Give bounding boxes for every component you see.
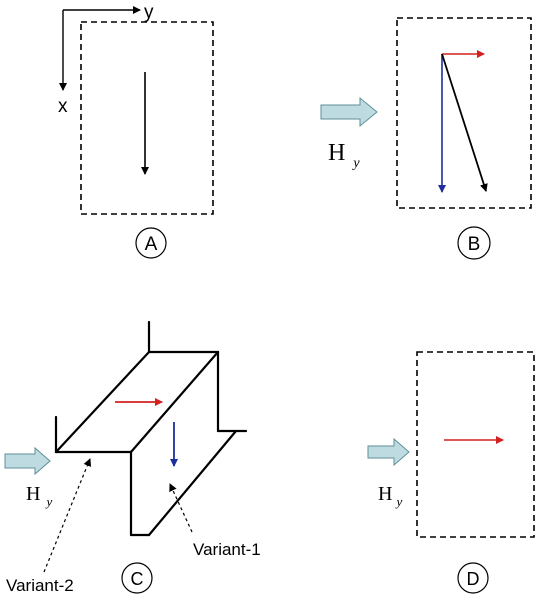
- domain-wall-structure: [54, 320, 248, 537]
- coordinate-axes: y x: [58, 2, 154, 117]
- variant-2-pointer: [43, 458, 92, 573]
- panel-label-c: C: [131, 569, 144, 589]
- panel-label-circle-d: [457, 562, 489, 594]
- top-left-slant: [54, 350, 151, 454]
- field-arrow-d: [367, 437, 410, 467]
- field-subscript-c: y: [44, 494, 52, 509]
- panel-label-circle-c: [121, 562, 153, 594]
- field-subscript-b: y: [351, 156, 360, 171]
- sample-frame-d: [416, 351, 535, 538]
- panel-label-d: D: [467, 569, 480, 589]
- bottom-slant: [147, 429, 238, 537]
- field-symbol-b: H: [328, 140, 345, 166]
- panel-label-b: B: [468, 234, 481, 255]
- field-symbol-c: H: [26, 483, 40, 505]
- x-axis-label: x: [58, 96, 68, 117]
- panel-label-circle-a: [135, 227, 167, 259]
- panel-a: y x A: [58, 2, 214, 259]
- resultant-arrow-b: [441, 53, 488, 192]
- field-arrow-c: [4, 446, 51, 476]
- y-axis-label: y: [144, 2, 154, 23]
- panel-label-a: A: [145, 234, 158, 255]
- field-symbol-d: H: [378, 483, 392, 505]
- field-arrow-b: [320, 96, 378, 128]
- variant-1-pointer: [169, 483, 193, 533]
- variant-1-label: Variant-1: [193, 540, 261, 559]
- sample-frame-b: [396, 17, 532, 209]
- panel-label-circle-b: [457, 226, 491, 260]
- variant-2-label: Variant-2: [6, 576, 74, 595]
- sample-frame-a: [80, 21, 214, 215]
- field-subscript-d: y: [394, 494, 402, 509]
- top-right-slant: [129, 350, 220, 454]
